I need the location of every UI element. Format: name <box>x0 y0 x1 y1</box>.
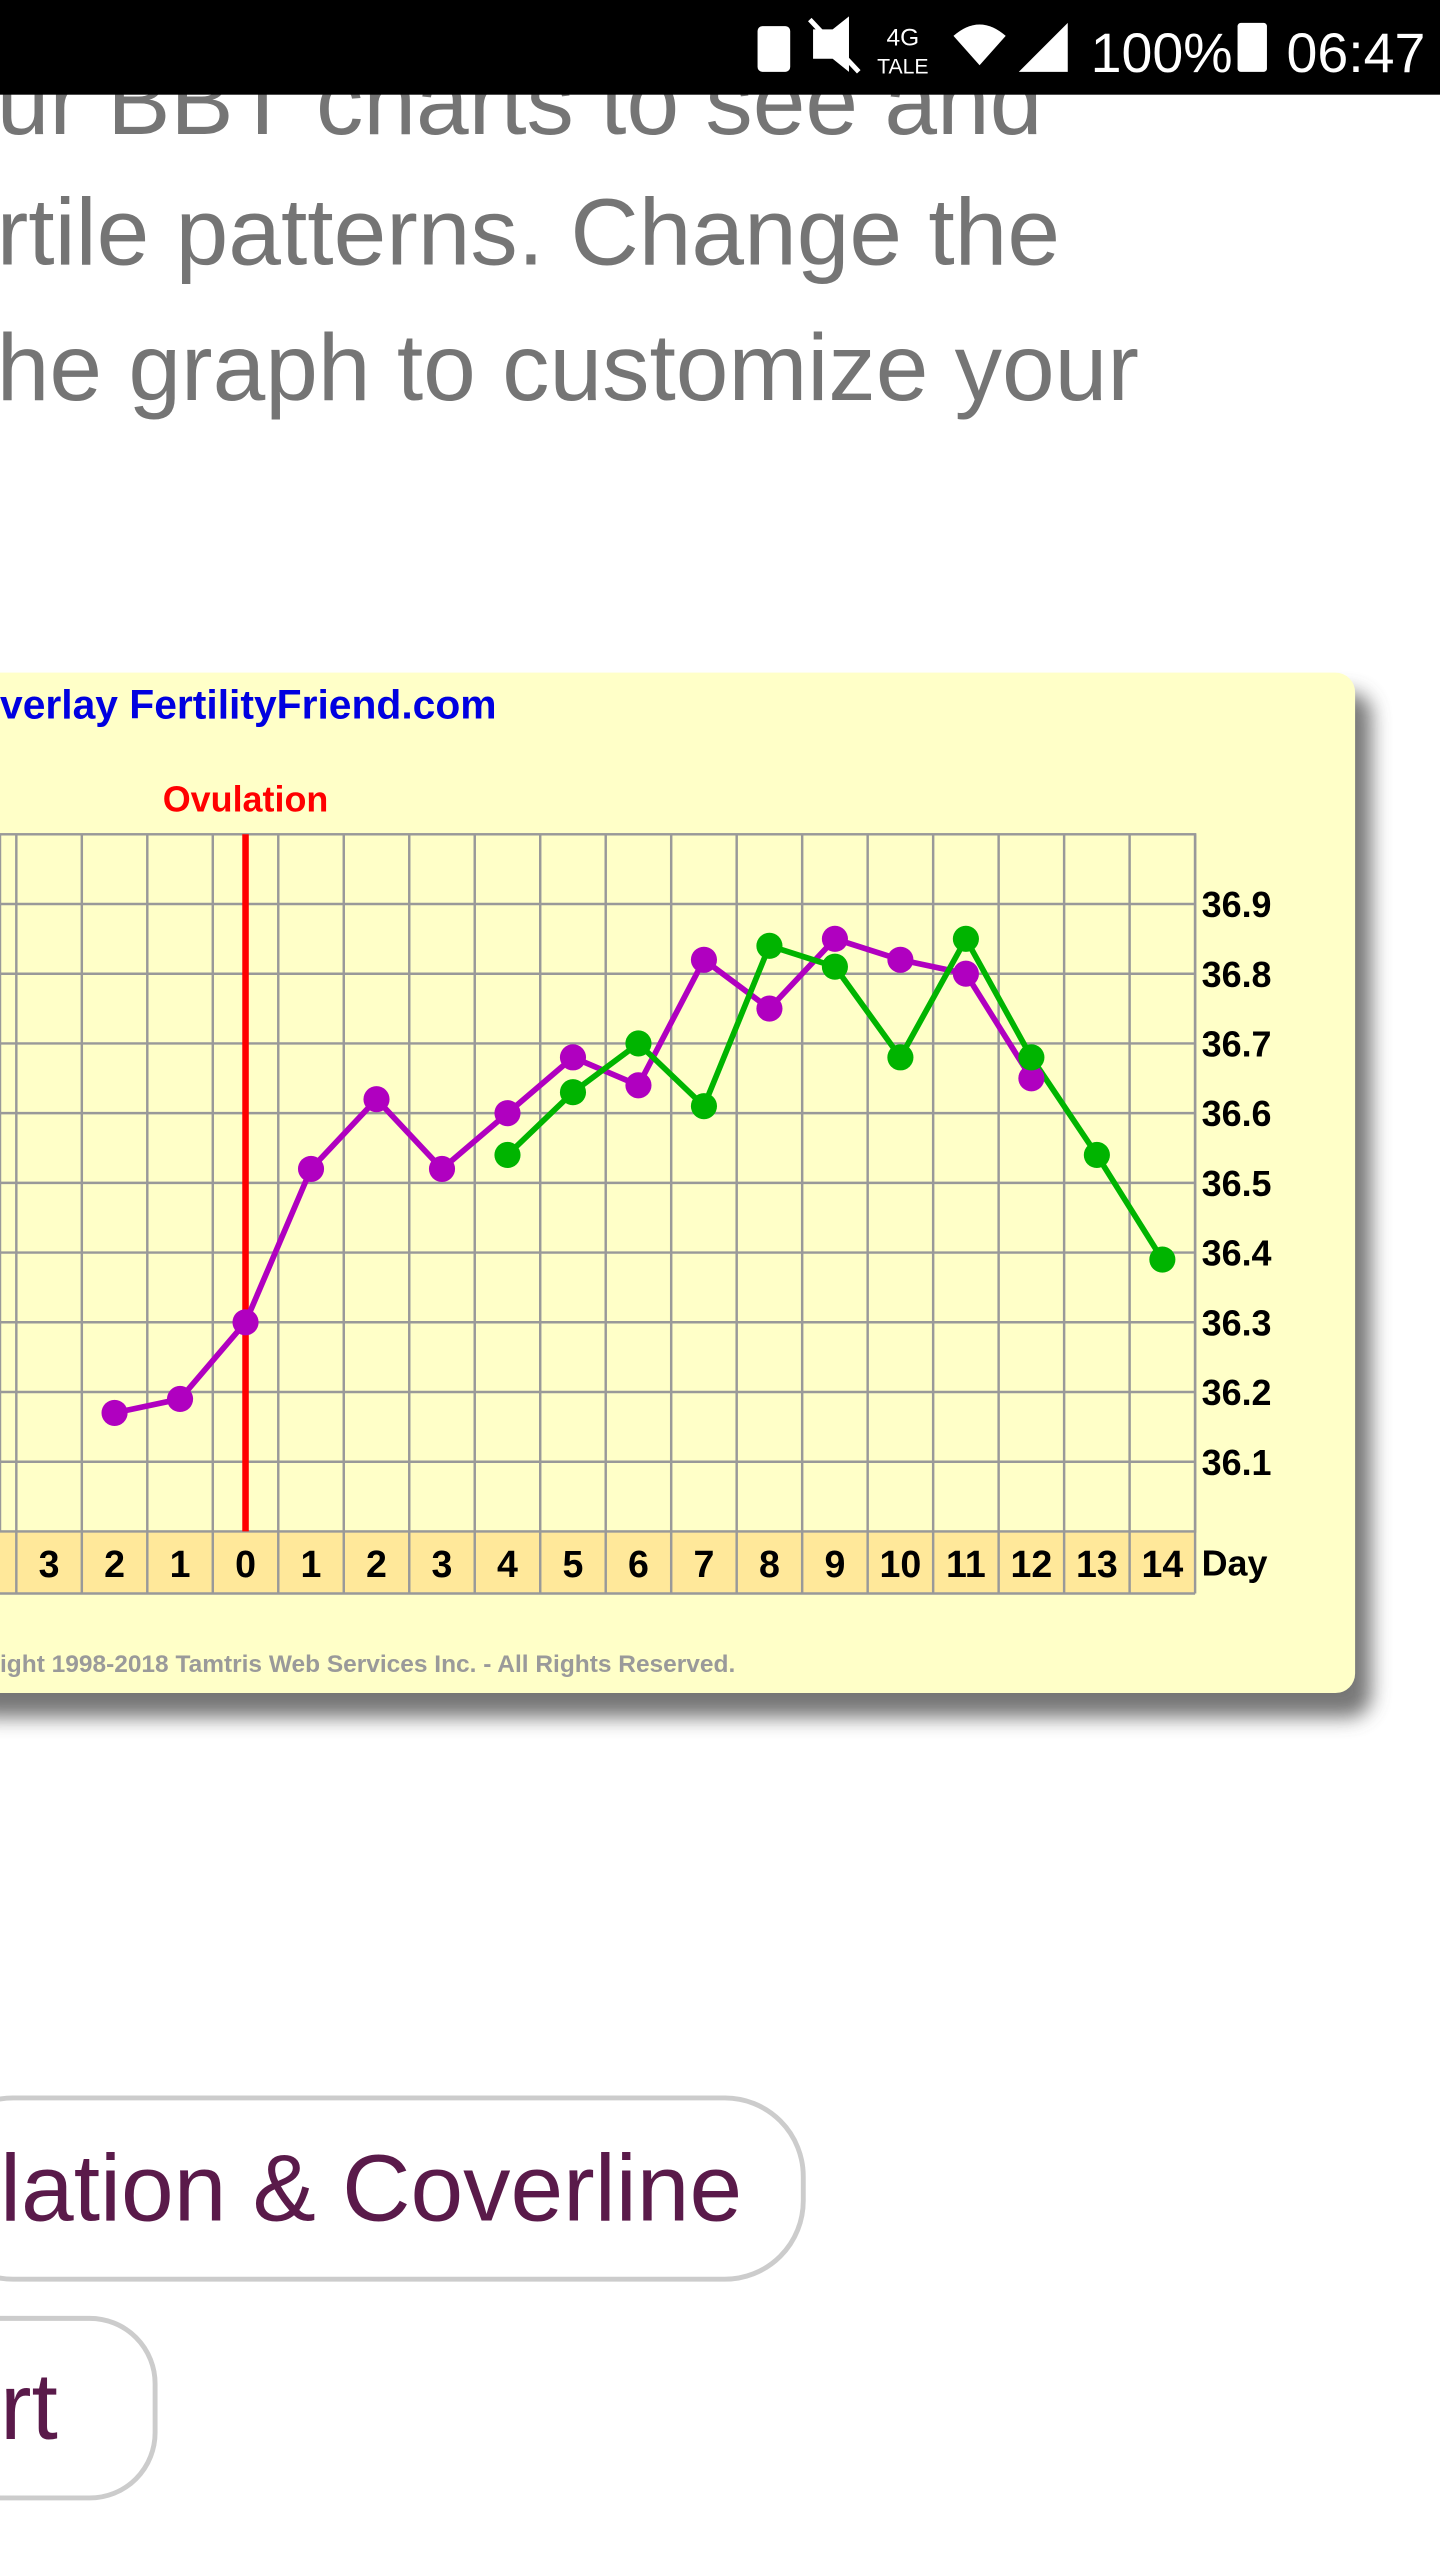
y-tick-label: 36.5 <box>1202 1163 1272 1204</box>
y-tick-label: 36.3 <box>1202 1302 1272 1343</box>
data-point <box>887 946 914 973</box>
network-sub: TALE <box>877 55 929 78</box>
x-tick-label: 3 <box>39 1543 60 1585</box>
data-point <box>821 925 848 952</box>
data-point <box>1018 1065 1045 1092</box>
data-point <box>690 946 718 973</box>
data-point <box>821 953 848 980</box>
y-tick-label: 36.9 <box>1202 884 1272 925</box>
y-tick-label: 36.1 <box>1202 1442 1272 1483</box>
wifi-icon <box>953 24 1006 66</box>
button-frame[interactable] <box>0 2315 158 2501</box>
plot: 36.136.236.336.436.536.636.736.836.93 2 1 0… <box>0 778 1272 1595</box>
x-tick-label: 4 <box>497 1543 518 1585</box>
x-tick-label: 2 <box>366 1543 387 1585</box>
y-tick-label: 36.8 <box>1202 954 1272 995</box>
status-bar: 4G TALE 100% 06:47 <box>0 0 1440 95</box>
clock: 06:47 <box>1287 22 1426 84</box>
x-tick-label: 7 <box>694 1543 715 1585</box>
data-point <box>887 1044 914 1071</box>
intro-text: ur BBT charts to see and rtile patterns.… <box>0 49 1139 421</box>
button-frame[interactable] <box>0 2095 806 2282</box>
y-tick-label: 36.4 <box>1202 1233 1272 1274</box>
x-tick-label: 8 <box>759 1543 780 1585</box>
network-type: 4G <box>887 25 920 52</box>
x-tick-label: 2 <box>104 1543 125 1585</box>
battery-percent: 100% <box>1091 22 1233 84</box>
day-row <box>0 1531 1196 1594</box>
intro-line: he graph to customize your <box>0 315 1139 421</box>
data-point <box>297 1155 325 1182</box>
battery-icon <box>1237 22 1267 72</box>
signal-icon <box>1018 22 1068 72</box>
x-tick-label: 5 <box>563 1543 584 1585</box>
x-tick-label: 12 <box>1011 1543 1053 1585</box>
y-tick-label: 36.6 <box>1202 1093 1272 1134</box>
x-tick-label: 3 <box>432 1543 453 1585</box>
x-tick-label: 9 <box>824 1543 845 1585</box>
status-bar-bg <box>0 0 1440 95</box>
intro-line: rtile patterns. Change the <box>0 179 1060 285</box>
data-point <box>1149 1246 1176 1273</box>
data-point <box>494 1100 521 1127</box>
x-tick-label: 14 <box>1141 1543 1183 1585</box>
data-point <box>232 1309 259 1336</box>
footnote: ight 1998-2018 Tamtris Web Services Inc.… <box>0 1651 735 1678</box>
data-point <box>952 960 979 987</box>
x-tick-label: 10 <box>880 1543 922 1585</box>
x-tick-label: 6 <box>628 1543 649 1585</box>
mute-slash <box>808 17 861 74</box>
data-point <box>1083 1141 1110 1169</box>
x-axis-label: Day <box>1202 1543 1268 1584</box>
data-point <box>428 1155 456 1182</box>
data-point <box>625 1030 652 1057</box>
battery-saver-icon <box>757 26 791 72</box>
y-tick-label: 36.2 <box>1202 1372 1272 1413</box>
button[interactable]: rt <box>0 2315 158 2501</box>
data-point <box>756 932 783 959</box>
data-point <box>559 1044 587 1071</box>
button-label[interactable]: lation & Coverline <box>0 2135 742 2241</box>
data-point <box>494 1141 521 1169</box>
ovulation-label: Ovulation <box>163 778 329 819</box>
button[interactable]: lation & Coverline <box>0 2095 806 2282</box>
y-tick-label: 36.7 <box>1202 1023 1272 1064</box>
data-point <box>690 1093 718 1120</box>
x-tick-label: 11 <box>946 1543 986 1585</box>
data-point <box>166 1385 194 1413</box>
data-point <box>625 1072 652 1099</box>
x-tick-label: 13 <box>1076 1543 1118 1585</box>
button-label[interactable]: rt <box>0 2354 58 2460</box>
data-point <box>756 995 783 1022</box>
data-point <box>101 1399 128 1426</box>
chart-title: verlay FertilityFriend.com <box>0 681 497 727</box>
x-tick-label: 1 <box>170 1543 191 1585</box>
chart-card: verlay FertilityFriend.com Day ight 1998… <box>0 672 1372 1718</box>
data-point <box>363 1086 390 1113</box>
data-point <box>1018 1044 1045 1071</box>
x-tick-label: 1 <box>301 1543 322 1585</box>
x-tick-label: 0 <box>235 1543 256 1585</box>
data-point <box>559 1079 587 1106</box>
data-point <box>952 925 979 952</box>
